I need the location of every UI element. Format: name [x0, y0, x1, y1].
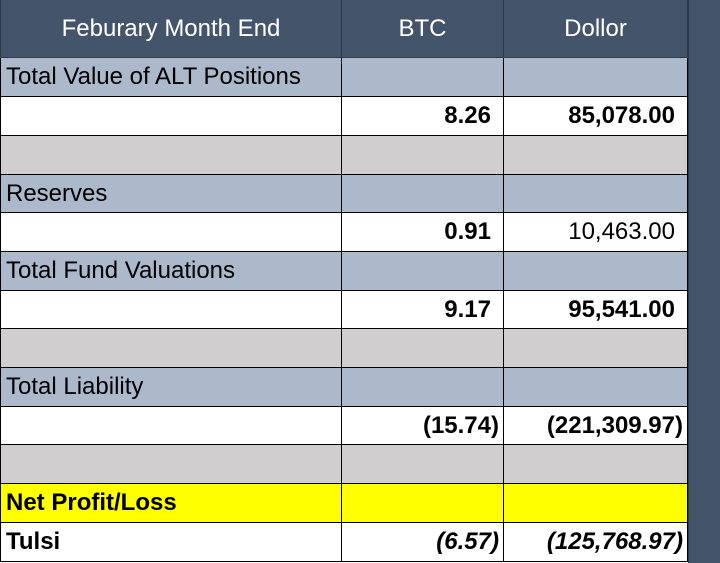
empty-cell[interactable] [342, 368, 504, 407]
alt-positions-label-row: Total Value of ALT Positions [0, 58, 688, 97]
fund-valuations-label: Total Fund Valuations [6, 257, 236, 284]
alt-positions-dollar-value: 85,078.00 [568, 102, 675, 129]
tulsi-btc-value: (6.57) [436, 528, 499, 555]
empty-cell[interactable] [504, 445, 688, 484]
spacer-row [0, 445, 688, 484]
fund-valuations-dollar-cell[interactable]: 95,541.00 [504, 291, 688, 329]
empty-cell[interactable] [342, 175, 504, 213]
liability-dollar-value: (221,309.97) [546, 411, 683, 439]
empty-cell[interactable] [504, 58, 688, 97]
alt-positions-btc-value: 8.26 [444, 102, 491, 129]
reserves-btc-value: 0.91 [444, 218, 491, 245]
fund-valuations-btc-cell[interactable]: 9.17 [342, 291, 504, 329]
empty-cell[interactable] [0, 445, 342, 484]
liability-value-row: (15.74) (221,309.97) [0, 407, 688, 445]
fund-valuations-label-cell[interactable]: Total Fund Valuations [0, 252, 342, 291]
empty-cell[interactable] [0, 97, 342, 136]
empty-cell[interactable] [0, 213, 342, 252]
fund-valuations-label-row: Total Fund Valuations [0, 252, 688, 291]
empty-cell[interactable] [342, 329, 504, 368]
liability-dollar-cell[interactable]: (221,309.97) [504, 407, 688, 445]
alt-positions-btc-cell[interactable]: 8.26 [342, 97, 504, 136]
header-dollar-label: Dollor [564, 14, 627, 42]
empty-cell[interactable] [342, 136, 504, 175]
fund-valuations-value-row: 9.17 95,541.00 [0, 291, 688, 329]
net-profit-label-cell[interactable]: Net Profit/Loss [0, 484, 342, 523]
liability-btc-cell[interactable]: (15.74) [342, 407, 504, 445]
fund-valuations-dollar-value: 95,541.00 [568, 295, 675, 323]
reserves-value-row: 0.91 10,463.00 [0, 213, 688, 252]
empty-cell[interactable] [0, 291, 342, 329]
empty-cell[interactable] [504, 175, 688, 213]
empty-cell[interactable] [342, 445, 504, 484]
fund-valuations-btc-value: 9.17 [444, 295, 491, 323]
reserves-label-row: Reserves [0, 175, 688, 213]
header-period-label: Feburary Month End [61, 14, 281, 42]
alt-positions-label: Total Value of ALT Positions [6, 63, 301, 90]
empty-cell[interactable] [504, 484, 688, 523]
empty-cell[interactable] [0, 407, 342, 445]
header-btc-cell[interactable]: BTC [342, 0, 504, 58]
empty-cell[interactable] [0, 329, 342, 368]
tulsi-row: Tulsi (6.57) (125,768.97) [0, 523, 688, 562]
liability-label-row: Total Liability [0, 368, 688, 407]
reserves-dollar-cell[interactable]: 10,463.00 [504, 213, 688, 252]
tulsi-btc-cell[interactable]: (6.57) [342, 523, 504, 562]
net-profit-label: Net Profit/Loss [6, 489, 177, 516]
tulsi-label: Tulsi [6, 528, 61, 555]
reserves-label: Reserves [6, 179, 108, 207]
header-btc-label: BTC [398, 14, 447, 42]
liability-btc-value: (15.74) [422, 411, 499, 439]
empty-cell[interactable] [504, 329, 688, 368]
spacer-row [0, 136, 688, 175]
empty-cell[interactable] [504, 136, 688, 175]
liability-label: Total Liability [6, 373, 144, 400]
empty-cell[interactable] [0, 136, 342, 175]
alt-positions-value-row: 8.26 85,078.00 [0, 97, 688, 136]
tulsi-dollar-cell[interactable]: (125,768.97) [504, 523, 688, 562]
net-profit-row: Net Profit/Loss [0, 484, 688, 523]
alt-positions-label-cell[interactable]: Total Value of ALT Positions [0, 58, 342, 97]
alt-positions-dollar-cell[interactable]: 85,078.00 [504, 97, 688, 136]
reserves-btc-cell[interactable]: 0.91 [342, 213, 504, 252]
empty-cell[interactable] [504, 252, 688, 291]
header-period-cell[interactable]: Feburary Month End [0, 0, 342, 58]
right-edge-panel [688, 0, 720, 563]
header-dollar-cell[interactable]: Dollor [504, 0, 688, 58]
empty-cell[interactable] [342, 252, 504, 291]
empty-cell[interactable] [504, 368, 688, 407]
tulsi-dollar-value: (125,768.97) [546, 528, 683, 555]
reserves-dollar-value: 10,463.00 [568, 218, 675, 245]
header-row: Feburary Month End BTC Dollor [0, 0, 688, 58]
empty-cell[interactable] [342, 484, 504, 523]
reserves-label-cell[interactable]: Reserves [0, 175, 342, 213]
spacer-row [0, 329, 688, 368]
tulsi-label-cell[interactable]: Tulsi [0, 523, 342, 562]
empty-cell[interactable] [342, 58, 504, 97]
liability-label-cell[interactable]: Total Liability [0, 368, 342, 407]
